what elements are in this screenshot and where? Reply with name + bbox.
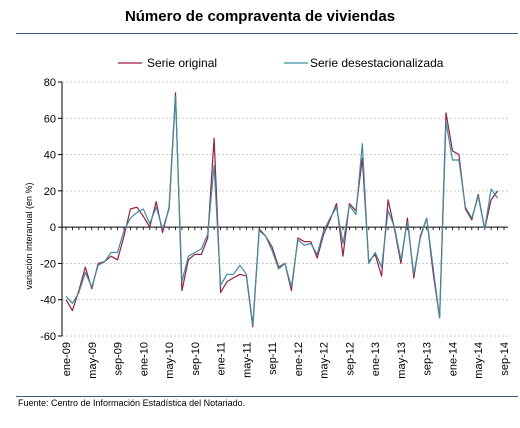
x-tick-label: may-13 xyxy=(396,342,408,379)
x-tick-label: ene-11 xyxy=(216,342,228,375)
y-tick-label: 0 xyxy=(50,222,56,234)
x-tick-labels: ene-09 may-09 sep-09 ene-10 may-10 sep-10 ene-… xyxy=(61,342,511,379)
y-tick-label: 40 xyxy=(44,150,56,162)
y-tick-label: -60 xyxy=(40,331,56,343)
x-tick-label: ene-13 xyxy=(370,342,382,376)
footer-divider xyxy=(16,396,518,397)
x-tick-label: sep-12 xyxy=(344,342,356,376)
x-tick-label: may-12 xyxy=(319,342,331,379)
x-tick-label: sep-11 xyxy=(267,342,279,375)
legend: Serie original Serie desestacionalizada xyxy=(118,56,444,70)
x-tick-label: sep-14 xyxy=(499,342,511,376)
series-line-original xyxy=(65,92,499,328)
x-tick-label: sep-10 xyxy=(190,342,202,376)
x-tick-label: sep-09 xyxy=(113,342,125,376)
x-tick-label: ene-14 xyxy=(447,342,459,376)
series-line-adjusted xyxy=(65,95,499,326)
chart-title: Número de compraventa de viviendas xyxy=(124,8,396,25)
y-tick-label: 60 xyxy=(44,113,56,125)
legend-label-original: Serie original xyxy=(147,56,217,70)
x-tick-label: may-14 xyxy=(473,342,485,379)
series-lines xyxy=(65,92,499,328)
y-tick-label: 80 xyxy=(44,77,56,89)
y-tick-label: 20 xyxy=(44,186,56,198)
x-tick-label: sep-13 xyxy=(422,342,434,376)
legend-label-adjusted: Serie desestacionalizada xyxy=(310,56,444,70)
x-tick-label: ene-12 xyxy=(293,342,305,376)
y-tick-label: -40 xyxy=(40,295,56,307)
x-tick-label: may-10 xyxy=(164,342,176,379)
y-axis-label: variación interanual (en %) xyxy=(24,182,34,289)
x-tick-label: may-09 xyxy=(87,342,99,379)
axes xyxy=(58,81,508,337)
grid-lines xyxy=(62,81,508,337)
source-note: Fuente: Centro de Información Estadístic… xyxy=(18,398,246,408)
y-tick-labels: 80 60 40 20 0 -20 -40 -60 xyxy=(40,77,56,343)
x-tick-label: may-11 xyxy=(241,342,253,378)
y-tick-label: -20 xyxy=(40,258,56,270)
x-tick-label: ene-10 xyxy=(138,342,150,376)
x-tick-label: ene-09 xyxy=(61,342,73,376)
title-divider xyxy=(16,33,518,34)
